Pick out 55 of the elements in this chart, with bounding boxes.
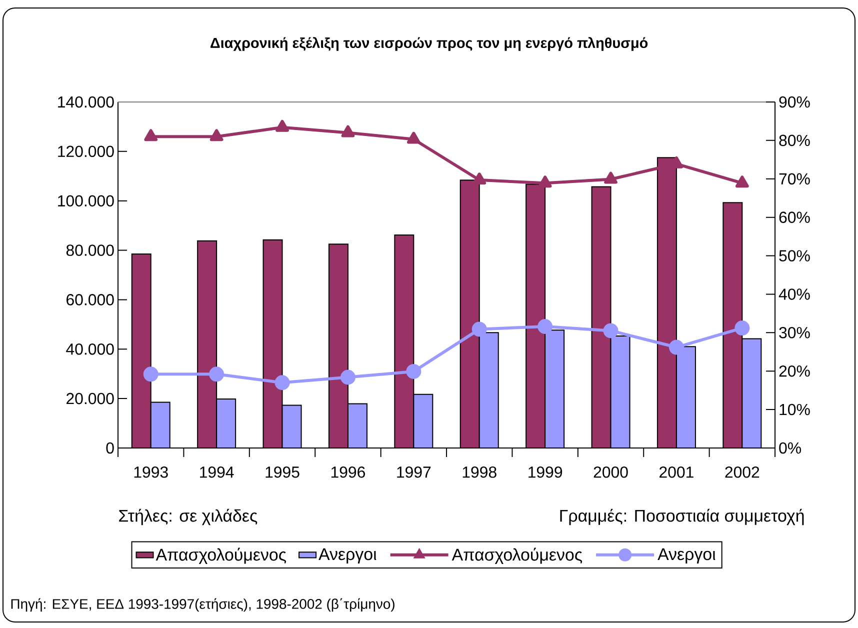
x-tick-label: 1997: [397, 466, 431, 478]
y-tick-label: 0: [106, 442, 114, 454]
y-tick-label: 120.000: [58, 146, 114, 158]
x-tick-label: 2001: [660, 466, 694, 478]
point: [472, 322, 487, 337]
y-tick-label: 20.000: [66, 392, 114, 404]
x-tick-label: 1994: [200, 466, 234, 478]
text: Στήλες: σε χιλάδες: [119, 508, 258, 526]
point: [538, 319, 553, 334]
x-tick-label: 2002: [725, 466, 760, 478]
point: [668, 340, 684, 355]
y2-tick-label: 20%: [779, 365, 810, 377]
y2-tick-label: 70%: [779, 173, 810, 185]
x-tick-label: 1999: [528, 466, 562, 478]
legend-label: Απασχολούμενος: [452, 548, 582, 564]
point: [603, 323, 618, 338]
x-tick-label: 1996: [331, 466, 365, 478]
point: [406, 132, 420, 144]
point: [406, 364, 422, 379]
point: [340, 370, 356, 385]
x-tick-label: 1995: [266, 466, 300, 478]
y2-tick-label: 80%: [779, 134, 810, 146]
point: [210, 129, 224, 142]
point: [144, 129, 158, 142]
legend-label: Ανεργοι: [658, 548, 716, 564]
text: Πηγή: ΕΣΥΕ, ΕΕΔ 1993-1997(ετήσιες), 1998-2002 (β΄τρίμηνο): [11, 598, 394, 612]
point: [341, 125, 355, 138]
y-tick-label: 60.000: [66, 294, 114, 306]
point: [209, 366, 224, 382]
point: [734, 320, 750, 336]
y2-tick-label: 30%: [779, 327, 810, 338]
point: [276, 120, 289, 132]
y2-tick-label: 50%: [779, 250, 810, 262]
y-tick-label: 140.000: [58, 96, 114, 108]
point: [274, 375, 290, 390]
point: [472, 172, 486, 185]
chart-title: Διαχρονική εξέλιξη των εισροών προς τον μη ενεργό πληθυσμό: [210, 37, 648, 51]
legend-label: Ανεργοι: [318, 548, 376, 564]
y2-tick-label: 0%: [779, 442, 802, 454]
x-tick-label: 2000: [594, 466, 628, 478]
point: [538, 176, 552, 188]
point: [143, 366, 158, 382]
y2-tick-label: 90%: [779, 96, 810, 108]
point: [604, 172, 618, 184]
y2-tick-label: 40%: [778, 288, 810, 300]
x-tick-label: 1993: [134, 466, 168, 478]
point: [735, 176, 749, 188]
text: Γραμμές: Ποσοστιαία συμμετοχή: [560, 508, 804, 526]
y-tick-label: 100.000: [58, 195, 114, 206]
x-tick-label: 1998: [462, 466, 496, 478]
y-tick-label: 40.000: [66, 343, 114, 355]
y2-tick-label: 60%: [779, 212, 810, 223]
y2-tick-label: 10%: [780, 404, 810, 416]
legend-label: Απασχολούμενος: [156, 548, 286, 564]
y-tick-label: 80.000: [66, 244, 114, 256]
